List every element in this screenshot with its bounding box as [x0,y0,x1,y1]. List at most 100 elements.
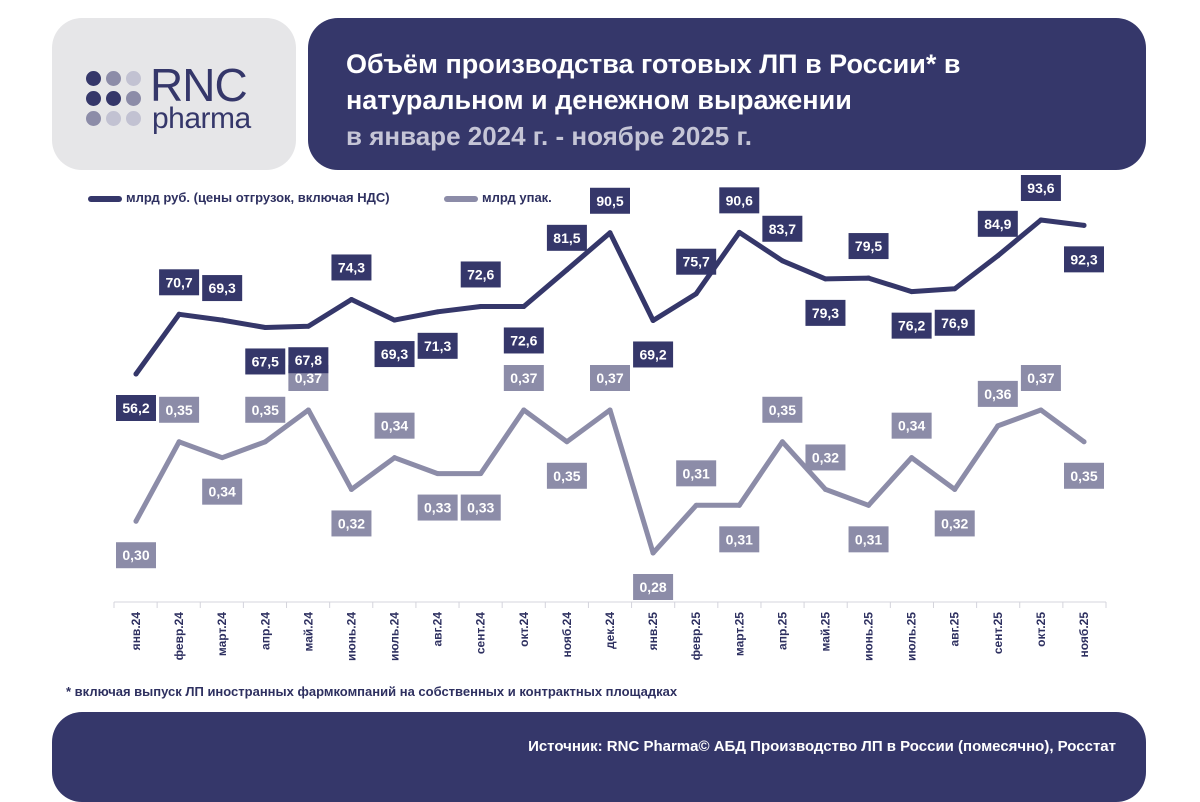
rub-point [262,324,268,330]
rub-label-box [934,309,975,336]
logo-dot [106,91,121,106]
rub-data-label: 90,6 [726,192,753,208]
logo-dot [86,71,101,86]
rub-point [866,275,872,281]
rub-data-label: 75,7 [683,254,710,270]
packs-point [305,407,311,413]
rub-label-box [762,215,803,242]
rub-point [952,286,958,292]
packs-point [435,471,441,477]
x-tick-label: нояб.25 [1077,612,1091,658]
rub-data-label: 67,5 [252,353,279,369]
x-tick-label: авг.24 [431,612,445,647]
packs-data-label: 0,37 [510,370,537,386]
rub-point [133,371,139,377]
logo-dot [86,91,101,106]
packs-point [1081,439,1087,445]
rub-point [650,317,656,323]
packs-data-label: 0,35 [252,402,279,418]
x-tick-label: июнь.24 [344,612,358,661]
packs-point [521,407,527,413]
rub-label-box [719,187,760,214]
rub-data-label: 72,6 [467,266,494,282]
packs-label-box [460,494,501,521]
rub-label-box [245,348,286,375]
packs-data-label: 0,32 [941,515,968,531]
rub-data-label: 71,3 [424,338,451,354]
packs-point [478,471,484,477]
legend-swatch-packs [444,196,478,202]
packs-data-label: 0,32 [338,515,365,531]
packs-point [952,486,958,492]
packs-data-label: 0,32 [812,449,839,465]
rub-label-box [202,275,243,302]
packs-data-label: 0,35 [769,402,796,418]
x-tick-label: янв.24 [129,612,143,651]
rub-label-box [676,248,717,275]
x-tick-label: март.25 [732,612,746,656]
chart-title-line1: Объём производства готовых ЛП в России* … [346,49,961,79]
packs-label-box [977,380,1018,407]
rub-label-box [546,224,587,251]
x-tick-label: янв.25 [646,612,660,651]
rub-data-label: 56,2 [122,400,149,416]
legend-swatch-rub [88,196,122,202]
packs-data-label: 0,33 [467,500,494,516]
x-tick-label: авг.25 [948,612,962,647]
source-note: Источник: RNC Pharma© АБД Производство Л… [528,738,1116,755]
packs-data-label: 0,31 [855,531,882,547]
logo-dot [126,71,141,86]
packs-label-box [805,444,846,471]
rub-data-label: 72,6 [510,332,537,348]
rub-data-label: 70,7 [165,274,192,290]
packs-point [133,518,139,524]
packs-data-label: 0,31 [726,531,753,547]
rub-point [564,267,570,273]
rub-point [478,303,484,309]
rub-label-box [590,187,630,214]
packs-data-label: 0,35 [553,468,580,484]
packs-label-box [676,460,717,487]
rub-data-label: 93,6 [1027,180,1054,196]
rub-data-label: 92,3 [1070,251,1097,267]
rub-data-label: 74,3 [338,259,365,275]
rub-data-label: 69,3 [381,346,408,362]
packs-point [736,502,742,508]
logo-dot [106,111,121,126]
rub-label-box [1064,246,1104,273]
rub-point [736,229,742,235]
rub-label-box [633,341,674,368]
packs-point [909,455,915,461]
logo-dot [86,111,101,126]
rub-point [1081,222,1087,228]
rub-data-label: 76,9 [941,315,968,331]
packs-label-box [891,412,932,439]
packs-data-label: 0,37 [1027,370,1054,386]
line-chart: янв.24 февр.24 март.24 апр.24 май.24 июнь.24 и… [113,175,1107,661]
x-tick-label: июнь.25 [862,612,876,661]
logo-dot [126,91,141,106]
rub-point [435,309,441,315]
packs-label-box [159,396,200,423]
rub-data-label: 81,5 [553,230,580,246]
packs-point [995,423,1001,429]
x-tick-label: февр.24 [172,612,186,661]
packs-point [822,486,828,492]
rub-label-box [116,395,156,421]
packs-data-label: 0,37 [295,370,322,386]
packs-point [564,439,570,445]
rub-point [1038,217,1044,223]
packs-data-label: 0,31 [683,465,710,481]
rub-point [305,323,311,329]
packs-point [693,502,699,508]
x-tick-label: апр.25 [775,612,789,650]
packs-label-box [202,478,243,505]
packs-point [176,439,182,445]
packs-point [262,439,268,445]
logo-brand: RNC [150,59,248,111]
packs-label-box [116,542,156,569]
packs-point [866,502,872,508]
packs-label-box [1020,365,1061,391]
packs-data-label: 0,35 [1070,468,1097,484]
rub-data-label: 69,3 [209,280,236,296]
